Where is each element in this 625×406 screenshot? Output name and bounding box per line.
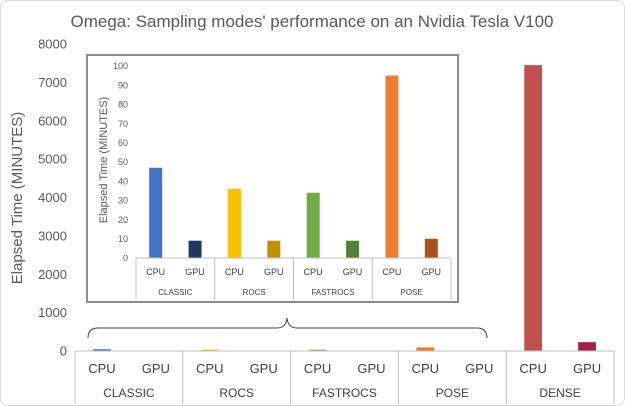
inset-y-tick-label: 20 (118, 215, 128, 225)
main-group-label: FASTROCS (312, 386, 377, 400)
main-x-tick-label: GPU (357, 361, 385, 376)
inset-y-tick-label: 60 (118, 138, 128, 148)
inset-panel (86, 54, 459, 303)
main-x-tick-label: GPU (465, 361, 493, 376)
chart-title: Omega: Sampling modes' performance on an… (71, 12, 554, 31)
inset-group-label: CLASSIC (158, 288, 192, 297)
main-x-tick-label: CPU (88, 361, 115, 376)
main-y-tick-label: 0 (60, 344, 67, 359)
inset-group-label: FASTROCS (311, 288, 354, 297)
main-group-label: POSE (436, 386, 469, 400)
main-group-label: ROCS (219, 386, 254, 400)
inset-y-tick-label: 80 (118, 100, 128, 110)
main-group-label: CLASSIC (103, 386, 155, 400)
inset-x-tick-label: GPU (264, 267, 284, 277)
main-x-tick-label: GPU (250, 361, 278, 376)
main-group-label: DENSE (539, 386, 580, 400)
inset-bar-fastrocs-gpu (346, 240, 360, 258)
inset-y-tick-label: 10 (118, 234, 128, 244)
inset-bar-fastrocs-cpu (306, 192, 320, 258)
inset-group-label: ROCS (243, 288, 266, 297)
main-y-tick-label: 1000 (38, 305, 67, 320)
inset-x-tick-label: CPU (382, 267, 401, 277)
inset-y-tick-label: 0 (123, 253, 128, 263)
main-y-tick-label: 3000 (38, 228, 67, 243)
main-x-tick-label: GPU (573, 361, 601, 376)
main-bar-dense-gpu (578, 342, 596, 351)
main-bar-pose-cpu (416, 347, 435, 351)
inset-y-tick-label: 40 (118, 176, 128, 186)
main-x-tick-label: GPU (142, 361, 170, 376)
inset-y-tick-label: 30 (118, 196, 128, 206)
inset-bar-pose-gpu (424, 238, 438, 258)
y-axis-label: Elapsed Time (MINUTES) (9, 112, 26, 285)
main-bar-fastrocs-cpu (308, 349, 327, 351)
main-y-tick-label: 4000 (38, 190, 67, 205)
inset-bar-classic-cpu (149, 167, 163, 258)
main-y-tick-label: 5000 (38, 152, 67, 167)
inset-bar-classic-gpu (188, 240, 202, 258)
main-y-tick-label: 8000 (38, 37, 67, 52)
inset-y-tick-label: 100 (113, 61, 128, 71)
main-bar-dense-cpu (524, 65, 543, 351)
main-x-tick-label: CPU (304, 361, 331, 376)
inset-y-axis-label: Elapsed Time (MINUTES) (98, 97, 110, 224)
inset-brace (87, 317, 488, 339)
main-y-tick-label: 7000 (38, 75, 67, 90)
inset-x-tick-label: GPU (185, 267, 205, 277)
main-x-tick-label: CPU (196, 361, 223, 376)
inset-x-tick-label: CPU (225, 267, 244, 277)
inset-y-tick-label: 70 (118, 119, 128, 129)
inset-bar-rocs-cpu (227, 188, 241, 258)
main-x-tick-label: CPU (412, 361, 439, 376)
inset-bar-rocs-gpu (267, 240, 281, 258)
main-bar-rocs-cpu (200, 349, 219, 351)
inset-y-tick-label: 90 (118, 80, 128, 90)
inset-y-tick-label: 50 (118, 157, 128, 167)
inset-x-tick-label: GPU (343, 267, 363, 277)
inset-x-tick-label: CPU (146, 267, 165, 277)
inset-x-tick-label: CPU (304, 267, 323, 277)
main-x-tick-label: CPU (519, 361, 546, 376)
main-y-tick-label: 6000 (38, 113, 67, 128)
main-bar-classic-cpu (93, 349, 111, 351)
inset-bar-pose-cpu (385, 75, 399, 258)
main-y-tick-label: 2000 (38, 267, 67, 282)
inset-group-label: POSE (401, 288, 423, 297)
inset-x-tick-label: GPU (422, 267, 442, 277)
